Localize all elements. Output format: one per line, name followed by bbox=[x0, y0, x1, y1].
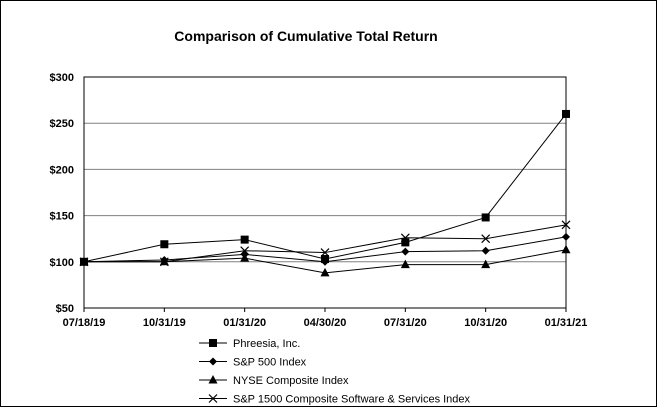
x-tick-label: 10/31/19 bbox=[143, 317, 186, 329]
legend-label: Phreesia, Inc. bbox=[233, 338, 300, 350]
data-point bbox=[401, 238, 410, 247]
series-line bbox=[83, 113, 567, 263]
data-point bbox=[240, 235, 249, 244]
data-point bbox=[400, 259, 410, 269]
chart-title: Comparison of Cumulative Total Return bbox=[174, 28, 437, 44]
data-point bbox=[240, 253, 250, 262]
y-tick-label: $300 bbox=[50, 72, 74, 84]
axis-layer: $50 $100 $150 $200 $250 $300 07/18/19 10/31/19 0… bbox=[50, 72, 588, 329]
series-x bbox=[79, 220, 571, 267]
legend-marker bbox=[209, 339, 217, 347]
y-tick-label: $200 bbox=[50, 164, 74, 176]
data-point bbox=[561, 220, 571, 230]
data-point bbox=[401, 247, 410, 256]
data-point bbox=[481, 246, 490, 255]
data-point bbox=[561, 244, 571, 254]
y-tick-label: $150 bbox=[50, 211, 74, 223]
legend-item: S&P 1500 Composite Software & Services I… bbox=[199, 394, 471, 406]
x-tick-label: 01/31/21 bbox=[545, 317, 588, 329]
legend-label: S&P 1500 Composite Software & Services I… bbox=[233, 394, 471, 406]
data-point bbox=[562, 109, 570, 118]
x-tick-label: 04/30/20 bbox=[304, 317, 347, 329]
x-tick-label: 01/31/20 bbox=[223, 317, 266, 329]
y-tick-label: $50 bbox=[56, 303, 74, 315]
data-point bbox=[79, 257, 89, 267]
legend-marker bbox=[208, 375, 218, 384]
data-point bbox=[160, 240, 169, 249]
legend-label: S&P 500 Index bbox=[233, 357, 307, 369]
data-point bbox=[481, 234, 491, 244]
y-tick-label: $250 bbox=[50, 118, 74, 130]
data-point bbox=[481, 213, 490, 222]
data-point bbox=[400, 233, 410, 243]
legend: Phreesia, Inc. S&P 500 Index NYSE Composit… bbox=[199, 338, 471, 406]
legend-item: NYSE Composite Index bbox=[199, 375, 349, 387]
data-point bbox=[481, 259, 491, 269]
legend-marker bbox=[209, 357, 217, 366]
data-point bbox=[320, 248, 330, 257]
legend-marker bbox=[208, 394, 218, 403]
data-point bbox=[320, 267, 330, 277]
legend-label: NYSE Composite Index bbox=[233, 375, 349, 387]
data-point bbox=[562, 232, 570, 241]
x-tick-label: 10/31/20 bbox=[464, 317, 507, 329]
legend-item: S&P 500 Index bbox=[199, 357, 307, 369]
y-tick-label: $100 bbox=[50, 257, 74, 269]
series-layer bbox=[79, 109, 571, 277]
x-tick-label: 07/18/19 bbox=[63, 317, 106, 329]
legend-item: Phreesia, Inc. bbox=[199, 338, 300, 350]
data-point bbox=[321, 257, 329, 266]
series-diamond bbox=[80, 232, 570, 266]
data-point bbox=[159, 257, 169, 267]
grid-layer bbox=[84, 122, 566, 263]
series-square bbox=[80, 109, 570, 266]
data-point bbox=[240, 246, 250, 256]
x-tick-label: 07/31/20 bbox=[384, 317, 427, 329]
